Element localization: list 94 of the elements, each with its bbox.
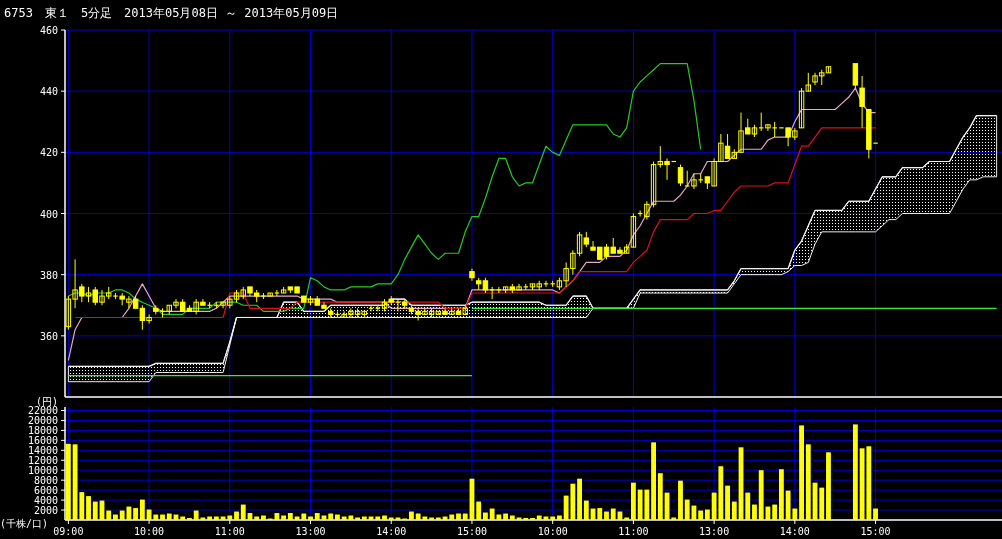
bar — [92, 501, 98, 520]
y-tick-label: 20000 — [27, 415, 58, 427]
bar — [113, 514, 118, 520]
y-tick-label: 14000 — [27, 445, 58, 457]
bar — [536, 515, 542, 520]
bar — [698, 510, 704, 520]
bar — [234, 511, 239, 520]
bar — [449, 514, 455, 520]
y-tick-label: 460 — [39, 25, 58, 36]
candlestick — [677, 164, 684, 187]
x-tick-label: 11:00 — [214, 526, 245, 537]
bar — [160, 514, 165, 520]
y-tick-label: 10000 — [27, 465, 58, 477]
bar — [509, 515, 515, 520]
chart-title: 6753 東１ 5分足 2013年05月08日 ～ 2013年05月09日 — [4, 6, 339, 20]
bar — [657, 473, 663, 520]
y-tick-label: 420 — [39, 147, 58, 159]
x-tick-label: 10:00 — [134, 526, 165, 537]
y-tick-label: 4000 — [33, 495, 58, 507]
x-tick-label: 10:00 — [537, 526, 568, 537]
bar — [227, 515, 233, 520]
bar — [287, 513, 293, 520]
bar — [852, 424, 858, 520]
candlestick — [489, 286, 495, 300]
bar — [382, 515, 387, 520]
bar — [873, 508, 878, 520]
bar — [725, 485, 730, 520]
y-tick-label: 16000 — [27, 435, 58, 447]
bar — [139, 499, 145, 520]
x-tick-label: 14:00 — [376, 526, 407, 537]
y-tick-label: 6000 — [33, 485, 58, 497]
bar — [409, 511, 414, 520]
bar — [240, 504, 246, 520]
y-tick-label: 440 — [39, 86, 58, 98]
bar — [65, 443, 71, 520]
x-tick-label: 15:00 — [860, 526, 891, 537]
bar — [133, 508, 139, 520]
line-series — [67, 63, 702, 316]
bar — [799, 425, 804, 520]
x-tick-label: 11:00 — [618, 526, 649, 537]
y-tick-label: 12000 — [27, 455, 58, 467]
bar — [281, 515, 287, 520]
bar — [261, 515, 266, 520]
bar — [583, 500, 589, 520]
candlestick — [496, 286, 502, 294]
bar — [456, 513, 461, 520]
y-axis-title: (千株/口) — [0, 518, 49, 529]
bar — [597, 508, 603, 520]
bar — [826, 452, 831, 520]
bar — [678, 480, 683, 520]
y-tick-label: 8000 — [33, 475, 58, 487]
bar — [772, 504, 778, 520]
bar — [328, 513, 334, 520]
bar — [704, 509, 710, 520]
bar — [556, 515, 562, 520]
bar — [106, 510, 112, 520]
bar — [745, 492, 751, 520]
x-tick-label: 13:00 — [295, 526, 326, 537]
bar — [503, 513, 509, 520]
bar — [462, 513, 468, 520]
y-tick-label: 380 — [39, 269, 58, 281]
y-axis-title: (円) — [35, 396, 58, 407]
bar — [482, 512, 488, 520]
bar — [86, 496, 91, 520]
x-tick-label: 15:00 — [456, 526, 488, 537]
bar — [684, 499, 690, 520]
candlestick — [758, 112, 765, 132]
bar — [778, 469, 784, 520]
x-tick-label: 14:00 — [779, 526, 810, 537]
bar — [166, 513, 172, 520]
bar — [476, 501, 482, 520]
y-tick-label: 360 — [39, 330, 58, 342]
bar — [604, 511, 609, 520]
bar — [752, 504, 757, 520]
bar — [301, 513, 307, 520]
y-tick-label: 400 — [39, 208, 58, 220]
bar — [577, 478, 583, 520]
bar — [335, 514, 340, 520]
bar — [651, 442, 656, 520]
x-tick-label: 09:00 — [53, 526, 84, 537]
y-tick-label: 2000 — [33, 505, 58, 517]
bar — [731, 501, 737, 520]
bar — [610, 508, 616, 520]
bar — [758, 470, 764, 520]
bar — [630, 482, 636, 520]
bar — [819, 487, 825, 520]
bar — [314, 513, 320, 520]
candlestick — [684, 170, 691, 187]
bar — [805, 444, 811, 520]
candlestick — [852, 63, 859, 89]
candlestick — [274, 289, 280, 297]
x-tick-label: 13:00 — [699, 526, 730, 537]
candlestick — [859, 75, 865, 129]
y-tick-label: 18000 — [27, 425, 58, 437]
